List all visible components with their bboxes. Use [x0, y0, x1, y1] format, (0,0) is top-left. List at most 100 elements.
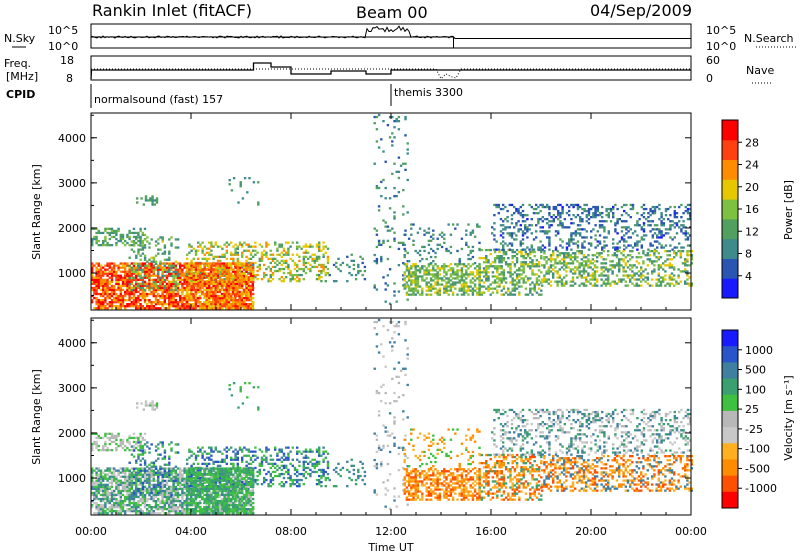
power-cell	[176, 288, 180, 292]
power-cell	[136, 197, 139, 200]
power-cell	[243, 301, 246, 304]
power-cell	[95, 296, 98, 300]
power-colorbar	[722, 120, 738, 299]
power-cell	[296, 253, 299, 256]
power-cell	[91, 270, 94, 273]
power-cell	[188, 288, 191, 292]
power-cell	[607, 250, 610, 253]
power-cell	[594, 209, 597, 213]
power-cell	[198, 270, 202, 273]
power-cell	[157, 252, 160, 255]
power-cell	[686, 212, 690, 215]
power-cell	[234, 286, 237, 290]
power-cell	[403, 287, 406, 290]
power-cell	[502, 228, 505, 231]
power-cell	[425, 231, 428, 234]
power-cell	[664, 207, 668, 211]
power-cell	[179, 294, 182, 298]
power-cell	[216, 305, 220, 308]
power-cell	[223, 282, 226, 285]
power-cell	[218, 288, 221, 292]
power-cell	[432, 287, 435, 290]
power-cell	[143, 290, 147, 294]
power-cell	[113, 235, 116, 239]
power-cell	[482, 257, 486, 260]
velocity-cell	[95, 489, 98, 493]
power-cell	[143, 266, 147, 269]
power-cell	[570, 232, 573, 235]
velocity-cell	[124, 473, 127, 476]
power-cell	[153, 199, 156, 202]
power-cell	[589, 282, 592, 285]
power-cell	[249, 251, 253, 254]
power-cell	[410, 265, 413, 268]
power-cell	[471, 271, 475, 274]
power-cell	[315, 255, 319, 258]
power-cell	[185, 286, 188, 290]
power-cell	[249, 286, 253, 290]
power-cell	[454, 271, 457, 274]
power-cell	[565, 203, 569, 207]
power-cell	[502, 259, 506, 262]
power-cell	[406, 251, 409, 255]
power-cell	[183, 288, 186, 292]
power-cell	[462, 273, 466, 276]
power-cell	[192, 247, 195, 250]
power-cell	[212, 282, 215, 285]
power-cell	[487, 289, 490, 292]
power-cell	[622, 266, 625, 269]
power-cell	[660, 212, 663, 215]
power-cell	[176, 238, 180, 241]
power-cell	[223, 301, 226, 304]
power-cell	[174, 272, 177, 275]
power-cell	[102, 270, 105, 273]
power-cell	[104, 307, 107, 310]
power-cell	[223, 243, 226, 246]
power-cell	[406, 142, 409, 145]
power-cell	[137, 264, 140, 267]
power-cell	[518, 267, 521, 270]
power-cell	[95, 270, 98, 273]
power-cell	[227, 268, 230, 271]
power-cell	[249, 272, 253, 275]
power-cell	[141, 290, 144, 294]
power-cell	[412, 289, 415, 292]
power-cell	[559, 244, 562, 247]
power-cell	[529, 257, 532, 260]
power-cell	[95, 290, 98, 294]
power-cell	[640, 268, 643, 271]
power-cell	[263, 253, 266, 256]
power-cell	[592, 212, 595, 215]
velocity-cell	[141, 510, 144, 513]
power-cell	[405, 293, 409, 296]
power-cell	[108, 286, 111, 290]
power-cell	[128, 283, 131, 286]
power-cell	[187, 278, 191, 281]
power-cell	[451, 223, 455, 226]
power-cell	[517, 209, 520, 213]
power-cell	[139, 305, 142, 308]
power-cell	[210, 294, 213, 298]
freq-panel-frame	[90, 55, 692, 81]
power-cell	[269, 280, 272, 283]
power-cell	[192, 278, 195, 281]
power-cell	[146, 236, 149, 239]
power-cell	[143, 296, 147, 300]
power-cell	[190, 269, 193, 273]
power-cell	[384, 197, 387, 200]
power-cell	[447, 223, 450, 226]
power-cell	[176, 276, 180, 279]
power-cell	[150, 262, 153, 265]
power-cell	[172, 272, 175, 275]
power-cell	[518, 291, 521, 294]
power-cell	[247, 294, 250, 298]
power-cell	[493, 261, 497, 264]
power-cell	[176, 262, 180, 265]
power-cell	[318, 249, 321, 252]
power-cell	[491, 226, 494, 229]
power-cell	[194, 274, 198, 277]
power-cell	[102, 292, 105, 296]
power-cell	[529, 277, 532, 280]
power-cell	[252, 303, 255, 306]
velocity-cell	[135, 477, 138, 480]
